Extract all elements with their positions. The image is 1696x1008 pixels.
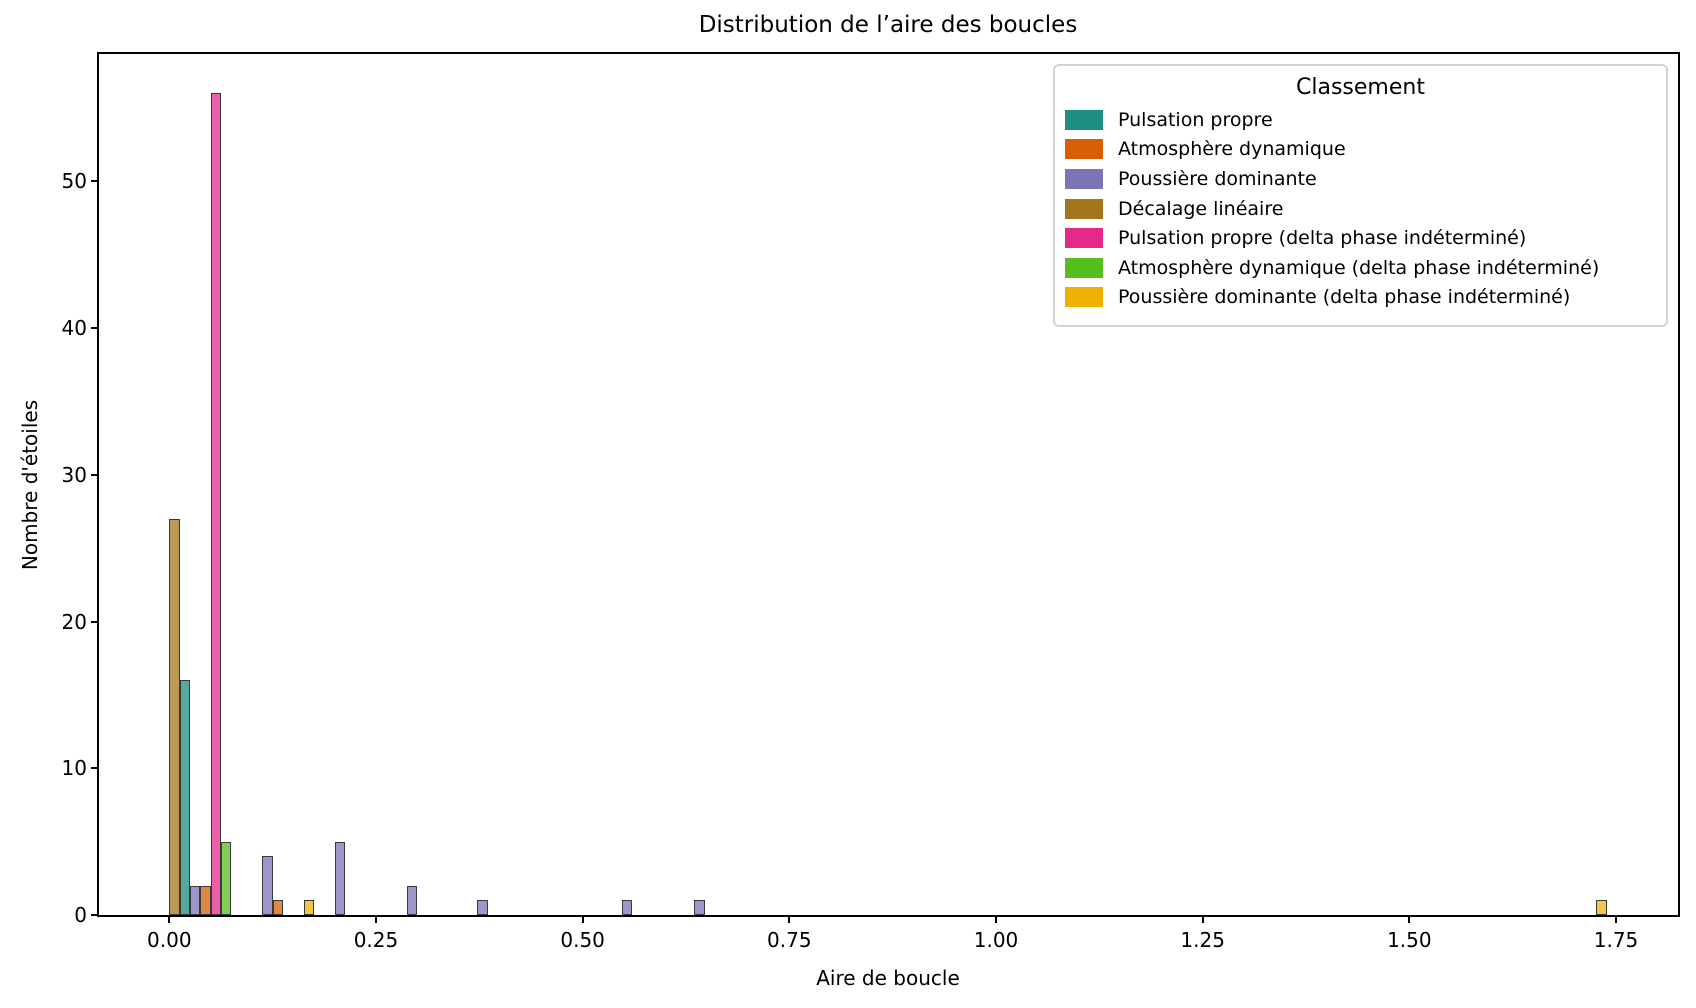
legend-rows: Pulsation propre Atmosphère dynamique Pous… [1055, 105, 1666, 312]
y-tick-mark [91, 327, 99, 330]
x-axis-label: Aire de boucle [816, 966, 960, 990]
y-tick-mark [91, 180, 99, 183]
x-tick-mark [788, 915, 791, 923]
legend-item: Atmosphère dynamique [1055, 135, 1666, 165]
legend: Classement Pulsation propre Atmosphère dy… [1053, 64, 1668, 327]
histogram-bar [200, 885, 211, 915]
histogram-bar [169, 518, 180, 915]
histogram-bar [179, 680, 190, 915]
histogram-bar [406, 885, 418, 915]
y-tick-label: 10 [61, 756, 87, 781]
legend-item-label: Décalage linéaire [1118, 197, 1284, 220]
x-tick-label: 0.25 [353, 928, 399, 952]
legend-item-label: Atmosphère dynamique (delta phase indéte… [1118, 256, 1600, 279]
legend-item-label: Poussière dominante (delta phase indéter… [1118, 286, 1571, 309]
x-tick-label: 0.75 [767, 928, 812, 952]
y-tick-mark [91, 767, 99, 770]
chart-title: Distribution de l’aire des boucles [698, 12, 1078, 38]
y-tick-label: 40 [61, 316, 87, 341]
legend-swatch [1065, 168, 1103, 189]
histogram-bar [210, 93, 221, 915]
legend-item: Décalage linéaire [1055, 194, 1666, 224]
legend-item: Pulsation propre (delta phase indétermin… [1055, 223, 1666, 253]
x-tick-label: 1.50 [1387, 928, 1432, 952]
x-tick-label: 1.25 [1180, 928, 1225, 952]
legend-item: Poussière dominante [1055, 164, 1666, 194]
histogram-bar [189, 885, 201, 915]
legend-item-label: Atmosphère dynamique [1118, 138, 1346, 161]
histogram-bar [621, 900, 633, 915]
y-tick-mark [91, 914, 99, 916]
legend-swatch [1065, 257, 1103, 278]
y-tick-label: 20 [61, 609, 87, 634]
legend-item: Poussière dominante (delta phase indéter… [1055, 283, 1666, 313]
histogram-bar [272, 900, 283, 915]
legend-item-label: Poussière dominante [1118, 167, 1317, 190]
y-tick-label: 30 [61, 462, 87, 487]
legend-swatch [1065, 198, 1103, 219]
legend-item-label: Pulsation propre (delta phase indétermin… [1118, 227, 1527, 250]
x-tick-label: 0.50 [560, 928, 605, 952]
histogram-bar [220, 841, 232, 915]
x-tick-label: 1.00 [973, 928, 1019, 952]
y-axis-label: Nombre d'étoiles [18, 399, 42, 571]
histogram-bar [694, 900, 705, 915]
x-tick-label: 0.00 [147, 928, 192, 952]
histogram-bar [262, 856, 273, 915]
x-tick-mark [168, 915, 171, 923]
x-tick-label: 1.75 [1593, 928, 1639, 952]
y-tick-label: 0 [74, 903, 87, 927]
y-tick-label: 50 [61, 169, 87, 194]
legend-title: Classement [1296, 75, 1425, 100]
plot-inner: 0.00 0.25 0.50 0.75 1.00 1.25 1.50 1.75 0 10 20 30 4… [62, 54, 1678, 952]
histogram-bar [477, 900, 488, 915]
x-tick-mark [581, 915, 584, 923]
x-tick-mark [374, 915, 377, 923]
y-tick-mark [91, 473, 99, 476]
histogram-bar [303, 900, 314, 915]
legend-swatch [1065, 139, 1103, 160]
y-tick-mark [91, 620, 99, 623]
legend-swatch [1065, 228, 1103, 249]
legend-item: Pulsation propre [1055, 105, 1666, 135]
histogram-bar [1596, 900, 1607, 915]
legend-item-label: Pulsation propre [1118, 108, 1273, 131]
x-tick-mark [1615, 915, 1618, 923]
x-tick-mark [1201, 915, 1204, 923]
legend-item: Atmosphère dynamique (delta phase indéte… [1055, 253, 1666, 283]
legend-swatch [1065, 287, 1103, 308]
histogram-bar [334, 841, 345, 915]
x-tick-mark [1408, 915, 1411, 923]
x-tick-mark [995, 915, 997, 923]
legend-swatch [1065, 109, 1103, 130]
